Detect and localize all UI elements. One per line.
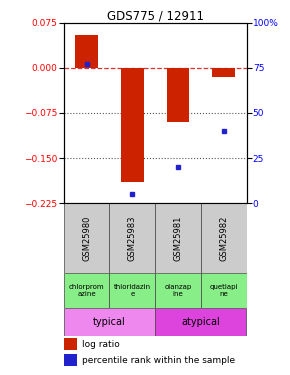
Text: percentile rank within the sample: percentile rank within the sample <box>82 356 235 364</box>
Bar <box>110 203 155 273</box>
Text: GSM25981: GSM25981 <box>173 215 182 261</box>
Bar <box>64 203 110 273</box>
Text: quetiapi
ne: quetiapi ne <box>209 284 238 297</box>
Bar <box>64 354 77 366</box>
Bar <box>166 68 189 122</box>
Bar <box>201 273 246 308</box>
Bar <box>75 34 98 68</box>
Bar <box>201 203 246 273</box>
Text: atypical: atypical <box>182 317 220 327</box>
Text: log ratio: log ratio <box>82 340 120 349</box>
Bar <box>155 308 246 336</box>
Text: GSM25982: GSM25982 <box>219 215 228 261</box>
Text: thioridazin
e: thioridazin e <box>114 284 151 297</box>
Bar <box>64 339 77 350</box>
Text: GSM25980: GSM25980 <box>82 215 91 261</box>
Bar <box>212 68 235 77</box>
Text: chlorprom
azine: chlorprom azine <box>69 284 104 297</box>
Bar <box>64 273 110 308</box>
Bar <box>110 273 155 308</box>
Text: GSM25983: GSM25983 <box>128 215 137 261</box>
Bar <box>121 68 144 182</box>
Text: typical: typical <box>93 317 126 327</box>
Bar <box>155 273 201 308</box>
Text: olanzap
ine: olanzap ine <box>164 284 192 297</box>
Bar <box>64 308 155 336</box>
Bar <box>155 203 201 273</box>
Title: GDS775 / 12911: GDS775 / 12911 <box>107 9 204 22</box>
